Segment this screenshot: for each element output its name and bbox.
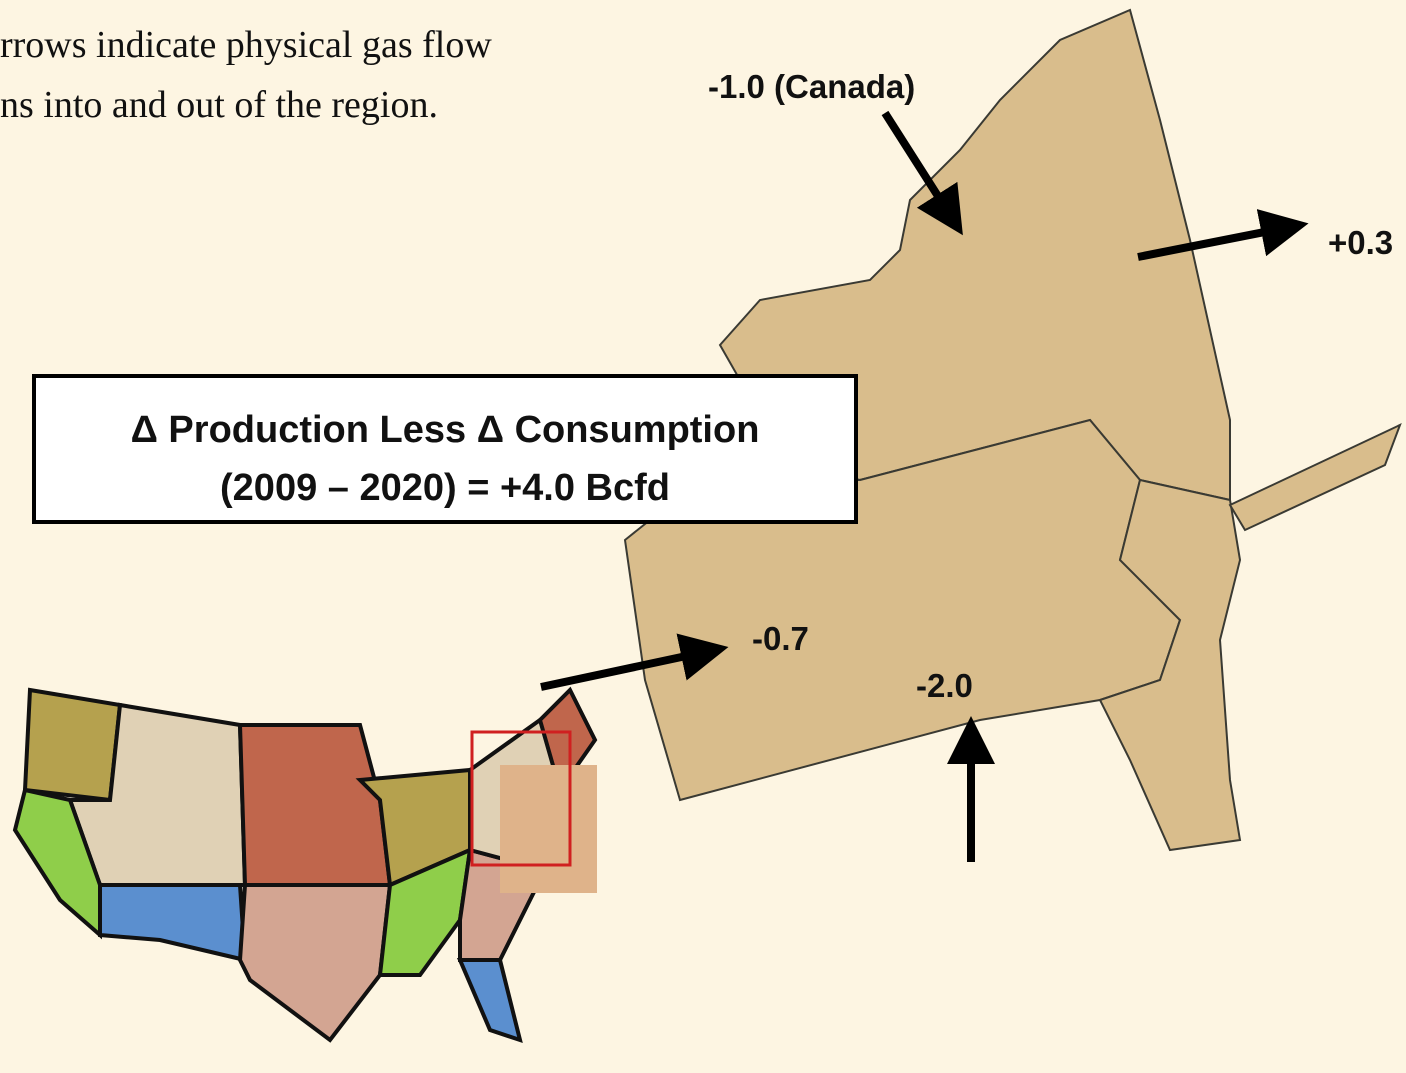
flow-label: -0.7	[752, 620, 809, 657]
flow-label: -2.0	[916, 667, 973, 704]
region-central	[240, 725, 390, 885]
inset-highlight	[500, 765, 597, 893]
caption-line: ns into and out of the region.	[0, 84, 438, 126]
summary-line: (2009 – 2020) = +4.0 Bcfd	[220, 467, 670, 509]
flow-label: +0.3	[1328, 224, 1393, 261]
caption-line: rrows indicate physical gas flow	[0, 24, 492, 66]
region-nw	[25, 690, 120, 800]
flow-label: -1.0 (Canada)	[708, 68, 915, 105]
summary-box: Δ Production Less Δ Consumption (2009 – …	[34, 376, 856, 522]
page: rrows indicate physical gas flow ns into…	[0, 0, 1406, 1073]
summary-line: Δ Production Less Δ Consumption	[131, 409, 760, 451]
slide: rrows indicate physical gas flow ns into…	[0, 0, 1406, 1073]
